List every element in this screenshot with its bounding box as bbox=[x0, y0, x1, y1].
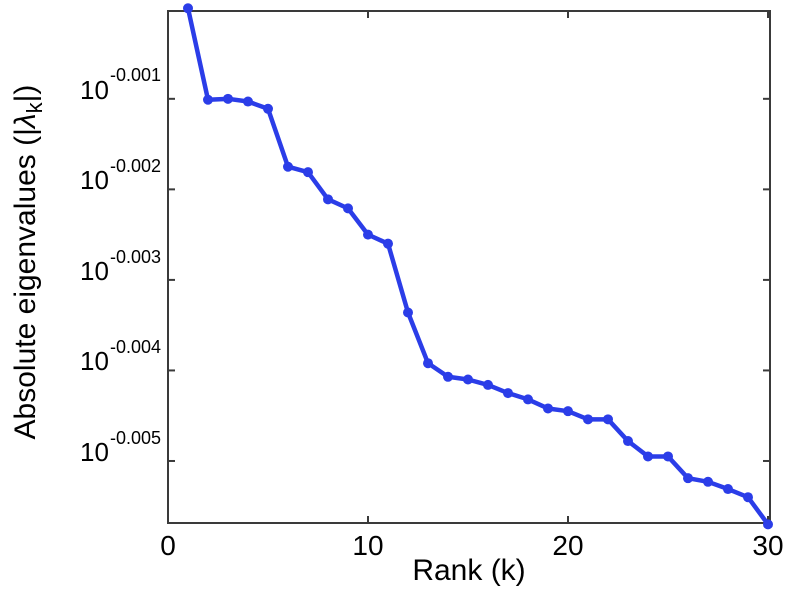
data-point-marker bbox=[643, 451, 653, 462]
data-point-marker bbox=[763, 519, 773, 530]
x-tick-label: 20 bbox=[552, 530, 584, 561]
y-tick-label: 10-0.001 bbox=[80, 65, 161, 105]
data-point-marker bbox=[243, 96, 253, 107]
y-tick-label: 10-0.003 bbox=[80, 246, 161, 286]
lambda-subscript: k bbox=[22, 102, 47, 114]
data-point-marker bbox=[663, 451, 673, 462]
data-point-marker bbox=[443, 371, 453, 382]
data-point-marker bbox=[583, 414, 593, 425]
data-point-marker bbox=[423, 358, 433, 369]
lambda-symbol: λ bbox=[9, 113, 42, 129]
y-axis-label: Absolute eigenvalues (|λk|) bbox=[4, 12, 48, 512]
data-point-marker bbox=[303, 167, 313, 178]
axes-box bbox=[167, 10, 771, 524]
data-point-marker bbox=[483, 379, 493, 390]
data-point-marker bbox=[683, 473, 693, 484]
data-point-marker bbox=[623, 436, 633, 447]
data-point-marker bbox=[523, 394, 533, 405]
data-point-marker bbox=[563, 406, 573, 417]
data-point-marker bbox=[203, 94, 213, 105]
data-point-marker bbox=[503, 388, 513, 399]
x-tick-label: 0 bbox=[160, 530, 176, 561]
x-tick-label: 10 bbox=[352, 530, 384, 561]
data-point-marker bbox=[363, 229, 373, 240]
y-tick-label: 10-0.005 bbox=[80, 427, 161, 467]
x-axis-label: Rank (k) bbox=[412, 554, 526, 587]
data-point-marker bbox=[283, 161, 293, 172]
data-point-marker bbox=[223, 93, 233, 104]
data-point-marker bbox=[183, 3, 193, 14]
y-axis-label-suffix: |) bbox=[9, 84, 42, 103]
data-point-marker bbox=[463, 374, 473, 385]
y-tick-label: 10-0.002 bbox=[80, 156, 161, 196]
data-point-marker bbox=[403, 307, 413, 318]
y-tick-label: 10-0.004 bbox=[80, 337, 161, 377]
data-point-marker bbox=[703, 476, 713, 487]
y-axis-label-text: Absolute eigenvalues (| bbox=[9, 128, 42, 440]
data-point-marker bbox=[263, 103, 273, 114]
data-point-marker bbox=[723, 484, 733, 495]
data-point-marker bbox=[343, 203, 353, 214]
data-point-marker bbox=[383, 238, 393, 249]
x-tick-label: 30 bbox=[752, 530, 784, 561]
data-point-marker bbox=[743, 492, 753, 503]
data-line bbox=[185, 6, 771, 527]
data-point-marker bbox=[323, 194, 333, 205]
data-point-marker bbox=[603, 414, 613, 425]
data-point-marker bbox=[543, 403, 553, 414]
